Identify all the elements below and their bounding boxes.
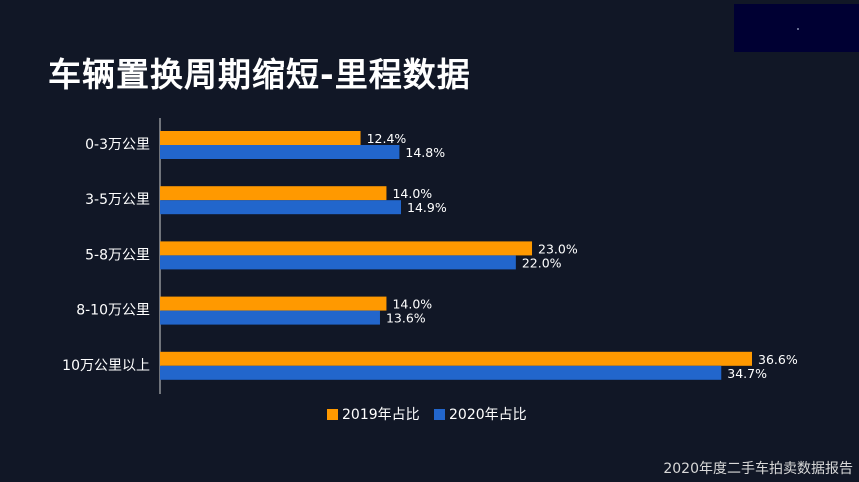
bar-2019 xyxy=(160,351,752,366)
category-label: 10万公里以上 xyxy=(62,358,150,374)
category-label: 5-8万公里 xyxy=(85,247,150,263)
category-label: 8-10万公里 xyxy=(76,303,150,319)
data-label: 12.4% xyxy=(367,131,407,146)
legend-swatch-2019 xyxy=(327,409,338,420)
bar-2019 xyxy=(160,131,361,145)
data-label: 34.7% xyxy=(727,366,767,381)
page-title: 车辆置换周期缩短-里程数据 xyxy=(48,55,471,94)
data-label: 36.6% xyxy=(758,352,798,367)
corner-dot xyxy=(797,28,799,30)
data-label: 22.0% xyxy=(522,255,562,270)
corner-overlay-box xyxy=(734,4,859,52)
bar-2020 xyxy=(160,145,400,159)
footer-source: 2020年度二手车拍卖数据报告 xyxy=(663,461,853,477)
category-label: 0-3万公里 xyxy=(85,137,150,153)
data-label: 14.0% xyxy=(392,186,432,201)
legend-label: 2020年占比 xyxy=(449,407,527,423)
data-label: 13.6% xyxy=(386,311,426,326)
data-label: 14.9% xyxy=(407,200,447,215)
legend-label: 2019年占比 xyxy=(342,407,420,423)
data-label: 14.8% xyxy=(405,145,445,160)
data-label: 14.0% xyxy=(392,297,432,312)
bar-2019 xyxy=(160,296,387,311)
bar-2019 xyxy=(160,241,533,256)
category-label: 3-5万公里 xyxy=(85,192,150,208)
bar-2020 xyxy=(160,365,722,380)
legend-swatch-2020 xyxy=(434,409,445,420)
data-label: 23.0% xyxy=(538,241,578,256)
bar-2019 xyxy=(160,186,387,201)
bar-2020 xyxy=(160,255,516,270)
bar-2020 xyxy=(160,200,402,215)
bar-2020 xyxy=(160,310,380,325)
